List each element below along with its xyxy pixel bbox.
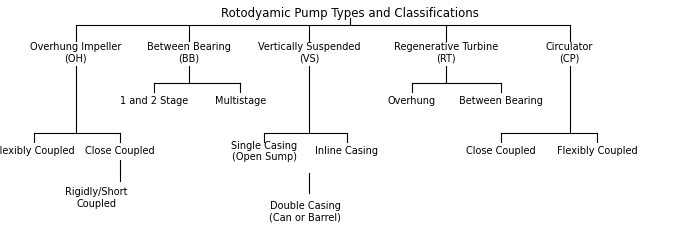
Text: Overhung Impeller
(OH): Overhung Impeller (OH) [30, 42, 121, 64]
Text: Double Casing
(Can or Barrel): Double Casing (Can or Barrel) [270, 201, 342, 222]
Text: Flexibly Coupled: Flexibly Coupled [0, 146, 75, 156]
Text: Multistage: Multistage [215, 96, 266, 106]
Text: Vertically Suspended
(VS): Vertically Suspended (VS) [258, 42, 360, 64]
Text: Regenerative Turbine
(RT): Regenerative Turbine (RT) [394, 42, 498, 64]
Text: Close Coupled: Close Coupled [85, 146, 155, 156]
Text: Between Bearing: Between Bearing [459, 96, 543, 106]
Text: Flexibly Coupled: Flexibly Coupled [556, 146, 637, 156]
Text: 1 and 2 Stage: 1 and 2 Stage [120, 96, 188, 106]
Text: Circulator
(CP): Circulator (CP) [546, 42, 593, 64]
Text: Single Casing
(Open Sump): Single Casing (Open Sump) [231, 141, 298, 162]
Text: Overhung: Overhung [388, 96, 436, 106]
Text: Rigidly/Short
Coupled: Rigidly/Short Coupled [65, 187, 127, 209]
Text: Between Bearing
(BB): Between Bearing (BB) [147, 42, 231, 64]
Text: Inline Casing: Inline Casing [315, 146, 378, 156]
Text: Close Coupled: Close Coupled [466, 146, 536, 156]
Text: Rotodyamic Pump Types and Classifications: Rotodyamic Pump Types and Classification… [221, 7, 479, 20]
